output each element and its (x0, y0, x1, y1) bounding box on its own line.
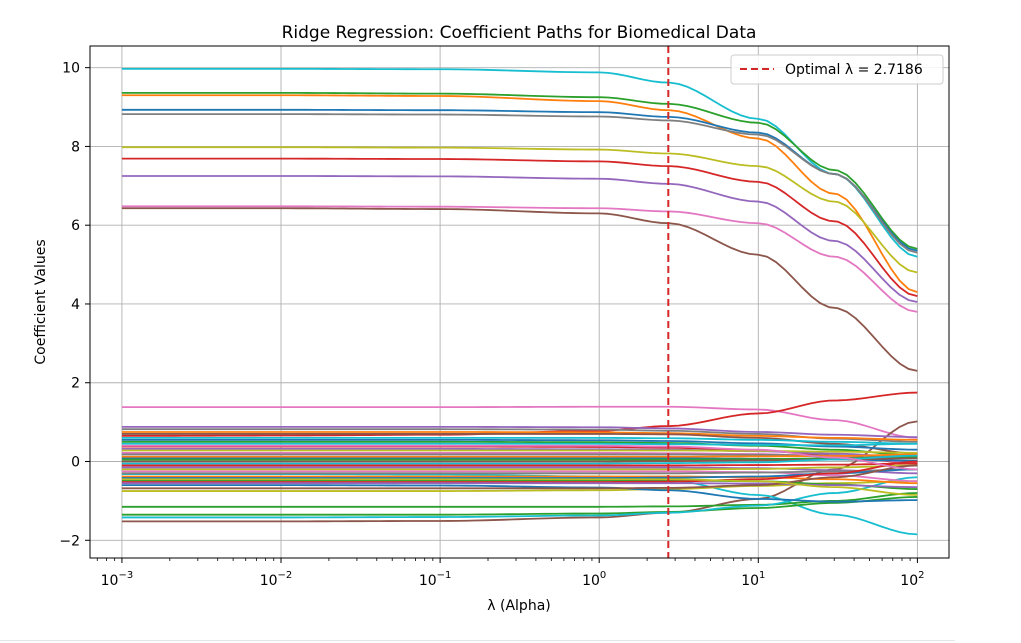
coefficient-path-coef-35 (121, 457, 918, 463)
coefficient-path-coef-41 (121, 468, 918, 475)
coefficient-path-coef-39 (121, 464, 918, 471)
y-tick-label: 6 (71, 218, 80, 234)
x-tick-label: 10−1 (419, 570, 452, 589)
coefficient-path-coef-19 (121, 484, 918, 503)
y-tick-label: 8 (71, 139, 80, 155)
legend: Optimal λ = 2.7186 (730, 54, 944, 85)
coefficient-path-coef-43 (121, 468, 918, 479)
coefficient-path-coef-50 (121, 444, 918, 471)
x-tick-label: 10−2 (260, 570, 293, 589)
coefficient-path-coef-49 (121, 478, 918, 496)
coefficient-path-coef-31 (121, 453, 918, 458)
coefficient-path-coef-46 (121, 482, 918, 489)
coefficient-path-coef-15 (121, 492, 918, 508)
y-axis-label: Coefficient Values (33, 239, 49, 364)
coefficient-path-coef-34 (121, 455, 918, 461)
legend-label: Optimal λ = 2.7186 (785, 62, 923, 78)
coefficient-path-coef-09 (121, 205, 918, 313)
coefficient-path-coef-06 (121, 146, 918, 274)
coefficient-path-coef-17 (121, 476, 918, 519)
coefficient-path-coef-21 (121, 428, 918, 443)
coefficient-paths (121, 67, 918, 536)
legend-box (730, 54, 944, 85)
coefficient-path-coef-20 (121, 425, 918, 438)
coefficient-path-coef-05 (121, 113, 918, 254)
coefficient-path-coef-36 (121, 454, 918, 465)
coefficient-path-coef-26 (121, 442, 918, 447)
coefficient-path-coef-03 (121, 94, 918, 293)
coefficient-path-coef-10 (121, 207, 918, 372)
coefficient-path-coef-25 (121, 440, 918, 457)
coefficient-path-coef-37 (121, 462, 918, 467)
y-tick-label: −2 (59, 533, 80, 549)
chart-title: Ridge Regression: Coefficient Paths for … (282, 23, 757, 43)
coefficient-path-coef-45 (121, 460, 918, 483)
x-tick-label: 102 (900, 570, 924, 589)
plot-frame (89, 45, 950, 559)
coefficient-path-coef-48 (121, 436, 918, 445)
x-tick-label: 100 (582, 570, 606, 589)
x-axis-label: λ (Alpha) (487, 598, 550, 614)
coefficient-path-coef-04 (121, 108, 918, 252)
coefficient-path-coef-11 (121, 405, 918, 439)
coefficient-path-coef-02 (121, 91, 918, 250)
coefficient-path-coef-18 (121, 480, 918, 492)
coefficient-path-coef-08 (121, 175, 918, 303)
x-tick-label: 10−3 (101, 570, 134, 589)
coefficient-path-coef-13 (121, 420, 918, 523)
coefficient-path-coef-07 (121, 157, 918, 297)
y-tick-label: 4 (71, 297, 80, 313)
bottom-rule (0, 640, 955, 641)
coefficient-path-coef-01 (121, 67, 918, 258)
coefficient-path-coef-32 (121, 453, 918, 458)
coefficient-path-coef-16 (121, 496, 918, 516)
coefficient-path-coef-22 (121, 431, 918, 441)
y-tick-label: 0 (71, 455, 80, 471)
x-tick-label: 101 (741, 570, 765, 589)
y-tick-label: 2 (71, 376, 80, 392)
axis-ticks: 10−3 10−2 10−1 100 101 102 −2 0 2 4 6 8 10 (59, 61, 924, 589)
y-tick-label: 10 (62, 61, 80, 77)
